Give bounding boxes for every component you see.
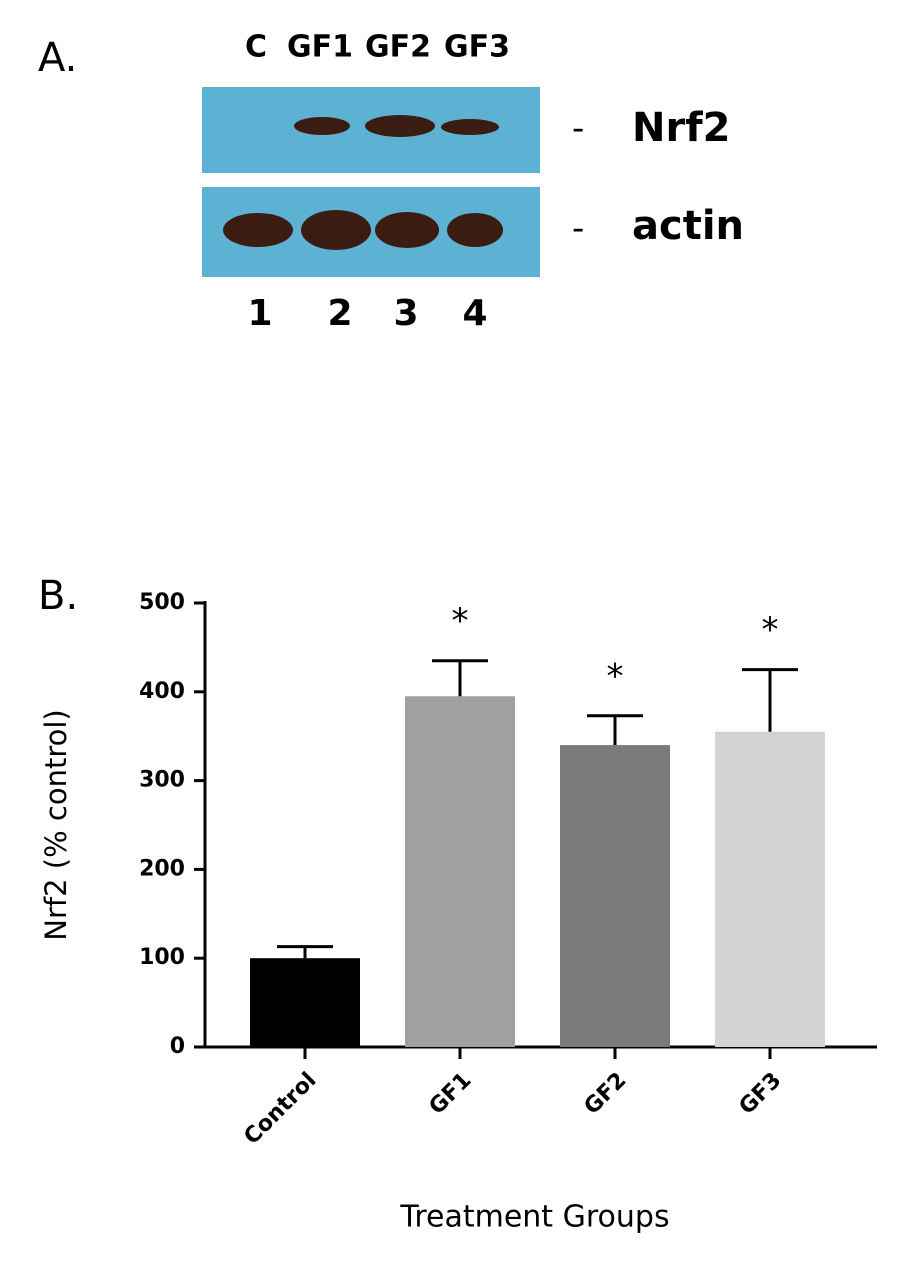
x-tick-label: GF3 <box>735 1068 787 1120</box>
blot-label: Nrf2 <box>632 105 730 151</box>
panel-label: A. <box>38 35 77 81</box>
bar <box>405 696 515 1047</box>
significance-mark: * <box>607 656 624 696</box>
lane-label: GF3 <box>444 30 510 65</box>
bar <box>560 745 670 1047</box>
blot-dash: - <box>572 209 584 249</box>
x-tick-label: GF1 <box>425 1068 477 1120</box>
lane-number: 1 <box>247 293 272 334</box>
band <box>365 115 435 137</box>
bar <box>250 958 360 1047</box>
x-tick-label: Control <box>239 1068 321 1150</box>
blot-label: actin <box>632 203 744 249</box>
y-tick-label: 300 <box>139 768 185 793</box>
blot-dash: - <box>572 109 584 149</box>
band <box>447 213 503 247</box>
y-tick-label: 500 <box>139 590 185 615</box>
significance-mark: * <box>452 601 469 641</box>
lane-number: 4 <box>462 293 487 334</box>
lane-number: 2 <box>327 293 352 334</box>
band <box>294 117 350 135</box>
lane-label: GF1 <box>287 30 353 65</box>
y-tick-label: 200 <box>139 856 185 881</box>
lane-label: GF2 <box>365 30 431 65</box>
band <box>441 119 499 135</box>
y-tick-label: 100 <box>139 945 185 970</box>
x-tick-label: GF2 <box>580 1068 632 1120</box>
panel-label: B. <box>38 573 78 619</box>
y-axis-title: Nrf2 (% control) <box>39 709 73 940</box>
band <box>301 210 371 250</box>
bar <box>715 731 825 1047</box>
band <box>375 212 439 248</box>
x-axis-title: Treatment Groups <box>399 1200 669 1235</box>
lane-label: C <box>245 30 267 65</box>
y-tick-label: 0 <box>170 1034 185 1059</box>
lane-number: 3 <box>393 293 418 334</box>
y-tick-label: 400 <box>139 679 185 704</box>
band <box>223 213 293 247</box>
significance-mark: * <box>762 610 779 650</box>
